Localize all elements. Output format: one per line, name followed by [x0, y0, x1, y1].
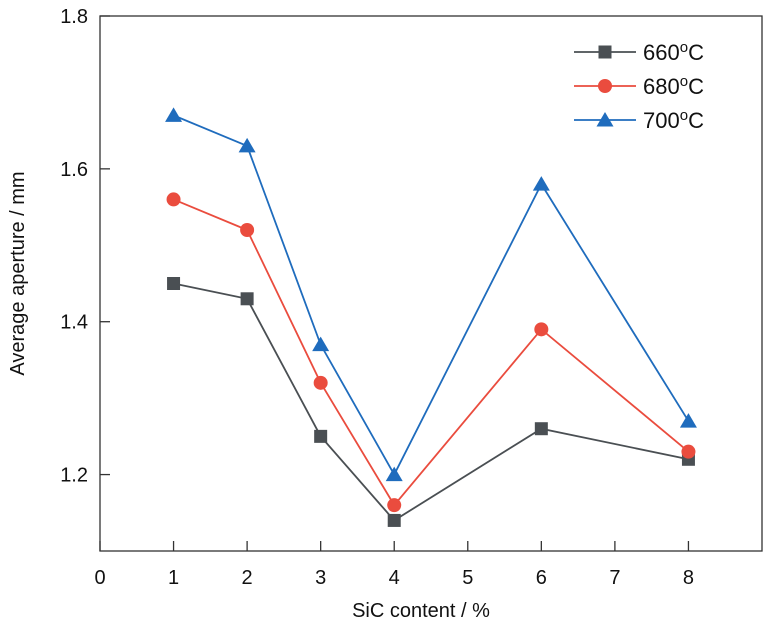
series-700	[165, 107, 697, 482]
data-point-square	[534, 422, 548, 436]
y-tick-label: 1.6	[60, 159, 88, 181]
data-point-circle	[313, 375, 328, 390]
x-tick-label: 8	[683, 567, 694, 589]
legend-item: 660oC	[574, 39, 704, 65]
y-tick-label: 1.4	[60, 312, 88, 334]
y-tick-label: 1.8	[60, 6, 88, 28]
data-point-circle	[240, 223, 255, 237]
x-tick-label: 7	[609, 567, 620, 589]
x-axis-label: SiC content / %	[352, 600, 490, 622]
x-tick-label: 0	[94, 567, 105, 589]
data-point-circle	[681, 444, 696, 459]
series-line	[173, 114, 690, 477]
series-680	[166, 192, 696, 513]
data-point-triangle	[532, 176, 550, 191]
series-line	[173, 282, 689, 522]
y-axis-label: Average aperture / mm	[7, 171, 29, 375]
axes	[99, 15, 763, 552]
x-tick-label: 4	[389, 567, 400, 589]
data-point-square	[314, 429, 328, 443]
data-point-triangle	[165, 107, 183, 122]
legend-marker-square	[598, 45, 612, 59]
legend: 660oC 680oC 700oC	[574, 39, 704, 133]
data-point-triangle	[238, 137, 256, 153]
x-tick-label: 1	[168, 567, 179, 589]
x-tick-label: 2	[242, 567, 253, 589]
data-point-triangle	[385, 466, 403, 482]
legend-marker-circle	[598, 79, 612, 93]
plot-frame	[99, 15, 763, 552]
x-tick-label: 6	[536, 567, 547, 589]
data-point-square	[240, 292, 254, 306]
data-point-circle	[166, 192, 181, 207]
legend-label: 660oC	[643, 39, 704, 65]
data-point-triangle	[312, 336, 330, 352]
x-axis-ticks: 0 1 2 3 4 5 6 7 8	[94, 541, 694, 589]
x-tick-label: 3	[315, 567, 326, 589]
legend-label: 680oC	[643, 73, 704, 99]
x-tick-label: 5	[462, 567, 473, 589]
data-point-circle	[534, 322, 549, 337]
y-tick-label: 1.2	[60, 465, 88, 487]
series-line	[173, 198, 690, 507]
legend-item: 680oC	[574, 73, 704, 99]
legend-item: 700oC	[574, 107, 704, 133]
legend-marker-triangle	[596, 112, 614, 127]
series-group	[165, 107, 697, 527]
legend-label: 700oC	[643, 107, 704, 133]
data-point-square	[167, 277, 181, 290]
data-point-square	[387, 513, 401, 527]
data-point-circle	[387, 498, 402, 513]
y-axis-ticks: 1.2 1.4 1.6 1.8	[60, 6, 110, 487]
data-point-triangle	[679, 413, 697, 428]
